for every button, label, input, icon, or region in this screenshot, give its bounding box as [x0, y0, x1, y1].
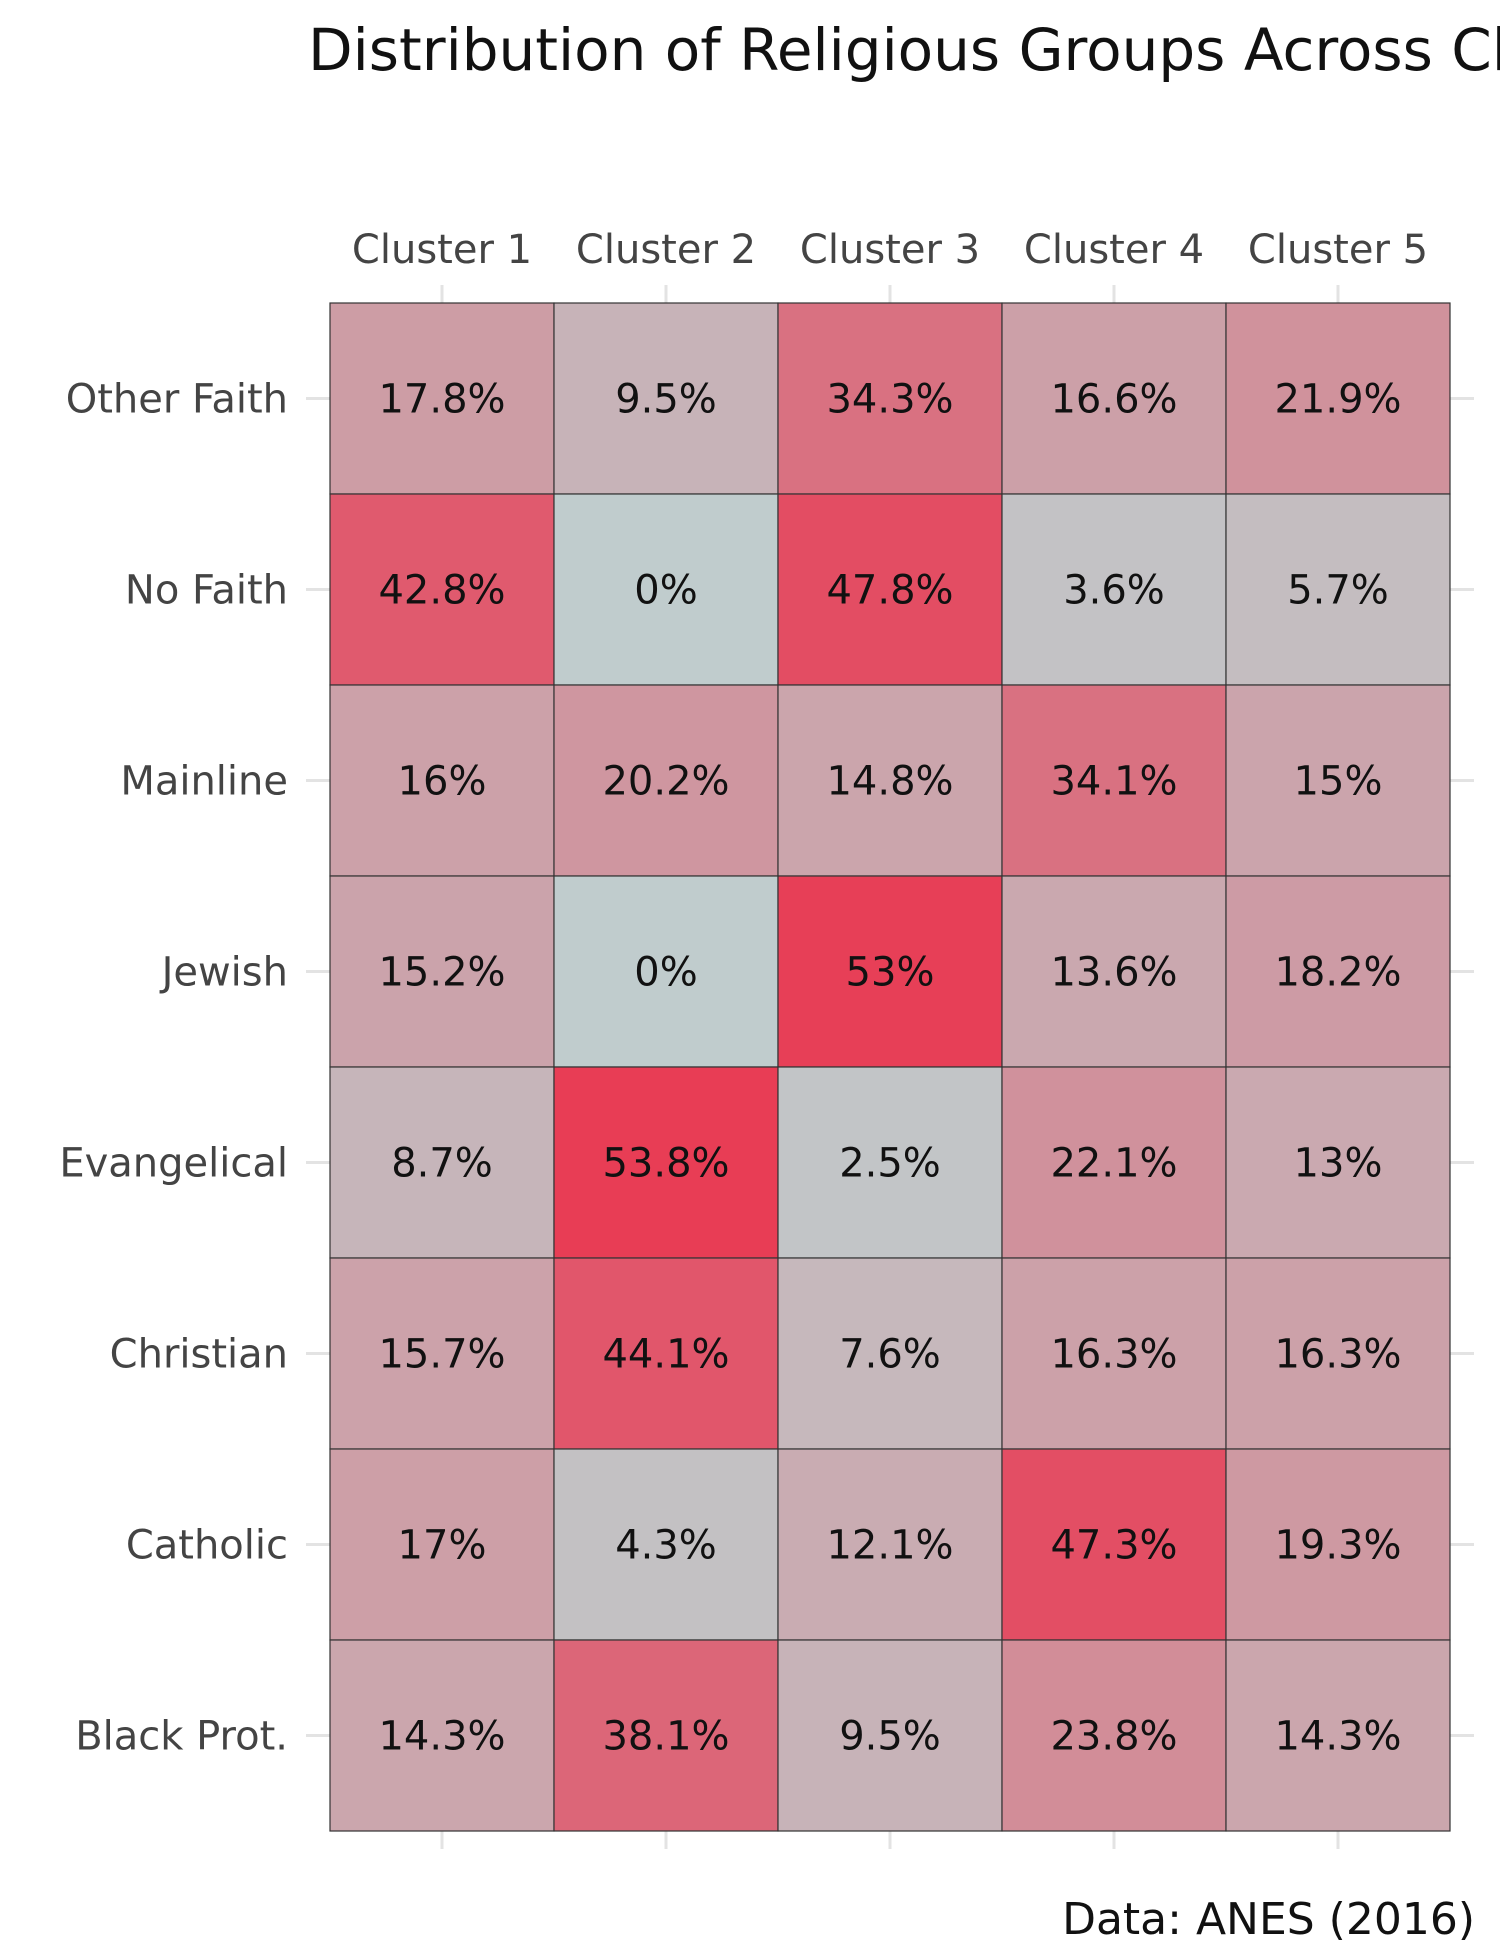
heatmap-cell — [553, 1448, 779, 1641]
column-label: Cluster 3 — [800, 227, 980, 273]
heatmap-cell — [553, 1066, 779, 1259]
heatmap-cell — [777, 1639, 1003, 1832]
column-label: Cluster 5 — [1248, 227, 1428, 273]
cell-value-label: 3.6% — [1063, 568, 1165, 614]
heatmap-cell — [329, 1639, 555, 1832]
cell-value-label: 22.1% — [1050, 1141, 1177, 1187]
chart-caption: Data: ANES (2016) — [1062, 1894, 1475, 1943]
cell-value-label: 47.8% — [826, 568, 953, 614]
cell-value-label: 38.1% — [602, 1714, 729, 1760]
cell-value-label: 16.6% — [1050, 377, 1177, 423]
cell-value-label: 20.2% — [602, 759, 729, 805]
cell-value-label: 9.5% — [839, 1714, 941, 1760]
heatmap-cell — [1225, 302, 1451, 495]
cell-value-label: 2.5% — [839, 1141, 941, 1187]
cell-value-label: 12.1% — [826, 1523, 953, 1569]
cell-value-label: 17% — [398, 1523, 487, 1569]
heatmap-cell — [1001, 493, 1227, 686]
heatmap-cell — [1225, 1257, 1451, 1450]
heatmap-cell — [777, 1257, 1003, 1450]
heatmap-cell — [777, 875, 1003, 1068]
column-label: Cluster 2 — [576, 227, 756, 273]
heatmap-cell — [553, 684, 779, 877]
heatmap-cell — [1225, 493, 1451, 686]
cell-value-label: 15% — [1294, 759, 1383, 805]
column-label: Cluster 1 — [352, 227, 532, 273]
cell-value-label: 8.7% — [391, 1141, 493, 1187]
cell-value-label: 53.8% — [602, 1141, 729, 1187]
row-label: Other Faith — [66, 377, 288, 423]
heatmap-cell — [1001, 302, 1227, 495]
heatmap-cell — [553, 302, 779, 495]
cell-value-label: 0% — [634, 568, 697, 614]
heatmap-cell — [329, 302, 555, 495]
cell-value-label: 17.8% — [378, 377, 505, 423]
column-labels: Cluster 1 Cluster 2 Cluster 3 Cluster 4 Clus… — [352, 227, 1428, 273]
heatmap-cell — [777, 1066, 1003, 1259]
heatmap-cell — [1225, 1639, 1451, 1832]
heatmap-cell — [1225, 1066, 1451, 1259]
row-label: No Faith — [125, 568, 288, 614]
cell-value-label: 34.3% — [826, 377, 953, 423]
cell-value-label: 0% — [634, 950, 697, 996]
cell-value-label: 4.3% — [615, 1523, 717, 1569]
cell-value-label: 14.3% — [378, 1714, 505, 1760]
heatmap-cell — [329, 875, 555, 1068]
row-label: Catholic — [126, 1523, 288, 1569]
cell-value-label: 16.3% — [1050, 1332, 1177, 1378]
heatmap-cell — [1225, 1448, 1451, 1641]
heatmap-cell — [553, 1639, 779, 1832]
cell-value-label: 53% — [846, 950, 935, 996]
heatmap-cells: 17.8% 9.5% 34.3% 16.6% 21.9% 42.8% 0% 47.8% 3.6%… — [329, 302, 1451, 1832]
chart-title: Distribution of Religious Groups Across … — [308, 16, 1500, 84]
cell-value-label: 44.1% — [602, 1332, 729, 1378]
row-labels: Other Faith No Faith Mainline Jewish Evangel… — [59, 377, 288, 1760]
heatmap-cell — [553, 875, 779, 1068]
heatmap-cell — [1001, 1066, 1227, 1259]
cell-value-label: 14.8% — [826, 759, 953, 805]
cell-value-label: 15.7% — [378, 1332, 505, 1378]
heatmap-cell — [1001, 1448, 1227, 1641]
row-label: Jewish — [159, 950, 288, 996]
heatmap-cell — [1225, 684, 1451, 877]
cell-value-label: 13% — [1294, 1141, 1383, 1187]
heatmap-cell — [777, 1448, 1003, 1641]
column-label: Cluster 4 — [1024, 227, 1204, 273]
cell-value-label: 47.3% — [1050, 1523, 1177, 1569]
cell-value-label: 42.8% — [378, 568, 505, 614]
heatmap-cell — [553, 493, 779, 686]
cell-value-label: 16.3% — [1274, 1332, 1401, 1378]
heatmap-cell — [1001, 875, 1227, 1068]
cell-value-label: 18.2% — [1274, 950, 1401, 996]
heatmap-cell — [329, 684, 555, 877]
cell-value-label: 23.8% — [1050, 1714, 1177, 1760]
row-label: Mainline — [120, 759, 288, 805]
heatmap-cell — [1001, 684, 1227, 877]
row-label: Evangelical — [59, 1141, 288, 1187]
heatmap-cell — [329, 1448, 555, 1641]
cell-value-label: 21.9% — [1274, 377, 1401, 423]
row-label: Christian — [110, 1332, 288, 1378]
heatmap-cell — [329, 1257, 555, 1450]
cell-value-label: 9.5% — [615, 377, 717, 423]
cell-value-label: 15.2% — [378, 950, 505, 996]
cell-value-label: 13.6% — [1050, 950, 1177, 996]
cell-value-label: 7.6% — [839, 1332, 941, 1378]
heatmap-cell — [777, 684, 1003, 877]
heatmap-cell — [777, 302, 1003, 495]
cell-value-label: 5.7% — [1287, 568, 1389, 614]
heatmap-cell — [1225, 875, 1451, 1068]
cell-value-label: 16% — [398, 759, 487, 805]
row-label: Black Prot. — [75, 1714, 288, 1760]
cell-value-label: 14.3% — [1274, 1714, 1401, 1760]
cell-value-label: 19.3% — [1274, 1523, 1401, 1569]
heatmap-cell — [1001, 1639, 1227, 1832]
cell-value-label: 34.1% — [1050, 759, 1177, 805]
